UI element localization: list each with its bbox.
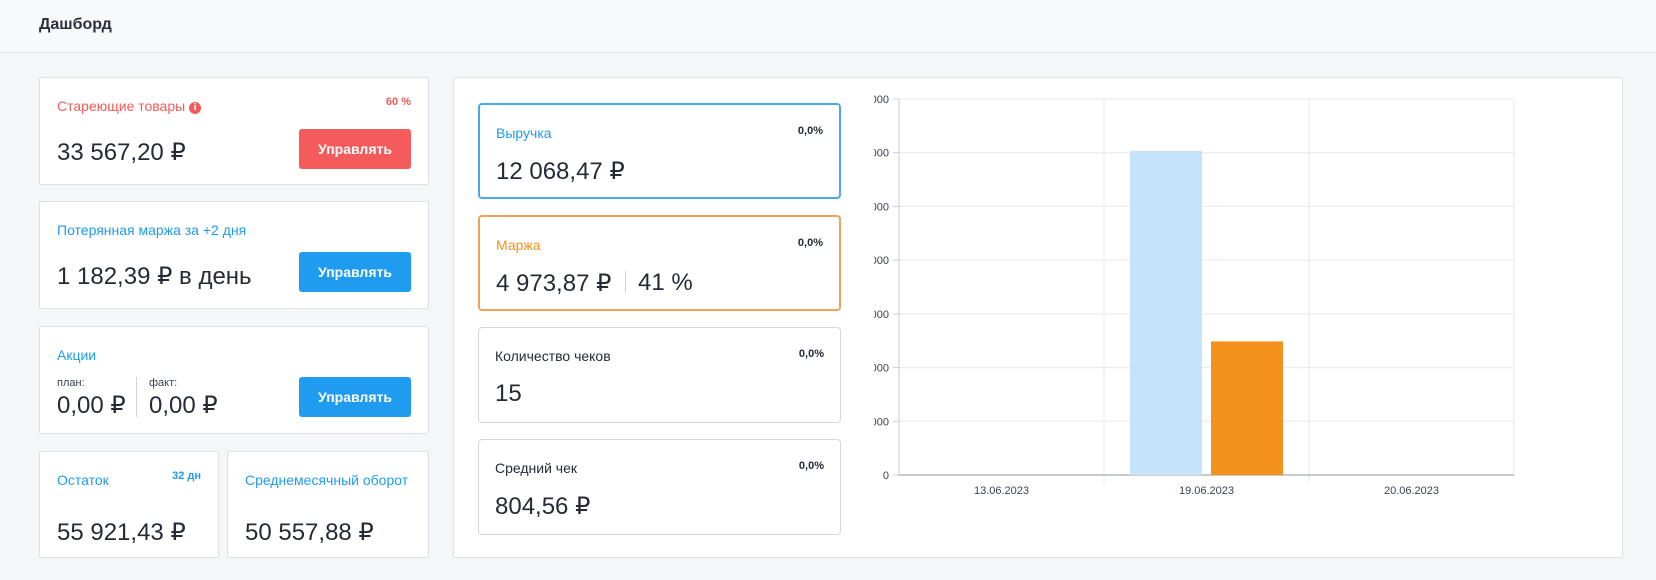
y-tick-label: 8 000 [874,255,889,267]
lost-margin-title: Потерянная маржа за +2 дня [57,222,247,238]
aging-goods-manage-button[interactable]: Управлять [299,129,411,169]
metric-margin-value: 4 973,87 ₽ [496,270,612,297]
metric-receipts-count[interactable]: Количество чеков 0,0% 15 [478,327,841,423]
y-tick-label: 4 000 [874,363,889,375]
y-tick-label: 10 000 [874,201,889,213]
metric-receipts-value: 15 [495,380,522,407]
sales-bar-chart: 0 2 000 4 000 6 000 8 000 10 000 12 000 14 000 1… [874,94,1515,497]
x-tick-label: 20.06.2023 [1384,485,1439,497]
aging-goods-value: 33 567,20 ₽ [57,139,186,166]
y-tick-label: 14 000 [874,94,889,106]
aging-goods-title: Стареющие товары i [57,98,202,114]
top-bar: Дашборд [0,0,1656,53]
metric-receipts-label: Количество чеков [495,348,611,364]
plan-label: план: [57,377,85,389]
aging-goods-card: Стареющие товары i 60 % 33 567,20 ₽ Управ… [39,77,429,185]
fact-value: 0,00 ₽ [149,392,218,419]
monthly-turnover-value: 50 557,88 ₽ [245,519,374,546]
aging-goods-percent: 60 % [385,96,411,108]
metrics-panel: Выручка 0,0% 12 068,47 ₽ Маржа 0,0% 4 97… [453,77,1623,558]
stock-title: Остаток [57,472,109,488]
metric-average-percent: 0,0% [798,460,824,472]
stock-days: 32 дн [172,470,201,482]
promotions-manage-button[interactable]: Управлять [299,377,411,417]
metric-margin[interactable]: Маржа 0,0% 4 973,87 ₽ 41 % [478,215,841,311]
y-tick-label: 6 000 [874,309,889,321]
y-tick-label: 0 [883,470,889,482]
plan-fact-divider [136,377,137,417]
metric-revenue-label: Выручка [496,125,552,141]
aging-goods-title-text: Стареющие товары [57,98,186,114]
chart-bar [1130,150,1202,475]
x-tick-label: 13.06.2023 [974,485,1029,497]
chart-bar [1211,341,1283,475]
y-tick-label: 12 000 [874,148,889,160]
x-tick-label: 19.06.2023 [1179,485,1234,497]
metric-receipts-percent: 0,0% [798,348,824,360]
monthly-turnover-title: Среднемесячный оборот [245,472,409,488]
metric-revenue-value: 12 068,47 ₽ [496,158,625,185]
info-icon[interactable]: i [189,102,202,114]
metric-average-value: 804,56 ₽ [495,493,591,520]
metric-margin-label: Маржа [496,237,541,253]
lost-margin-card: Потерянная маржа за +2 дня 1 182,39 ₽ в … [39,201,429,309]
stock-card: Остаток 32 дн 55 921,43 ₽ [39,451,219,558]
monthly-turnover-card: Среднемесячный оборот 50 557,88 ₽ [227,451,429,558]
metric-margin-percent-value: 41 % [638,269,693,296]
promotions-card: Акции план: 0,00 ₽ факт: 0,00 ₽ Управлят… [39,326,429,434]
metric-revenue-percent: 0,0% [797,125,823,137]
y-tick-label: 2 000 [874,416,889,428]
metric-margin-percent: 0,0% [797,237,823,249]
fact-label: факт: [149,377,178,389]
lost-margin-manage-button[interactable]: Управлять [299,252,411,292]
metric-average-receipt[interactable]: Средний чек 0,0% 804,56 ₽ [478,439,841,535]
metric-average-label: Средний чек [495,460,578,476]
metric-margin-divider [625,271,626,293]
page-title: Дашборд [39,16,112,33]
plan-value: 0,00 ₽ [57,392,126,419]
stock-value: 55 921,43 ₽ [57,519,186,546]
metric-revenue[interactable]: Выручка 0,0% 12 068,47 ₽ [478,103,841,199]
promotions-title: Акции [57,347,97,363]
lost-margin-value: 1 182,39 ₽ в день [57,263,252,290]
